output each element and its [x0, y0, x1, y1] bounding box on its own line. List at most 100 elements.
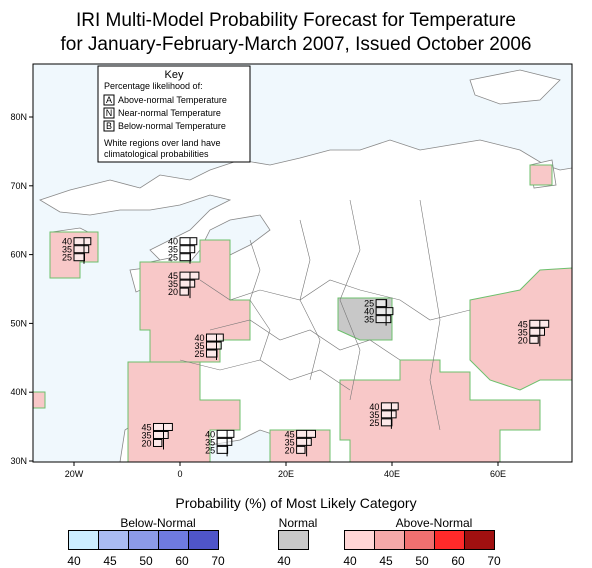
prob-value-near: 35 — [141, 430, 151, 440]
prob-bar-below — [179, 287, 189, 296]
prob-bar-above — [216, 429, 235, 438]
prob-bar-above — [206, 333, 224, 342]
prob-value-near: 35 — [168, 245, 178, 255]
above-normal-swatch — [375, 531, 405, 549]
key-letter-near: N — [106, 108, 113, 118]
lat-label: 40N — [10, 387, 27, 397]
legend-below-swatches — [68, 530, 219, 550]
prob-value-near: 35 — [205, 437, 215, 447]
prob-value-above: 25 — [364, 299, 374, 309]
prob-value-below: 20 — [518, 335, 528, 345]
legend-normal-swatches — [278, 530, 309, 550]
key-label-near: Near-normal Temperature — [118, 108, 221, 118]
key-label-above: Above-normal Temperature — [118, 95, 227, 105]
map-title-line2: for January-February-March 2007, Issued … — [60, 34, 532, 55]
prob-bar-near — [529, 327, 545, 336]
prob-value-above: 45 — [285, 429, 295, 439]
legend-above-swatches — [344, 530, 495, 550]
below-normal-swatch — [129, 531, 159, 549]
prob-value-below: 25 — [168, 253, 178, 263]
prob-value-below: 25 — [205, 445, 215, 455]
prob-bar-above — [296, 429, 317, 438]
lat-label: 50N — [10, 318, 27, 328]
prob-bar-above — [529, 319, 550, 328]
prob-value-above: 40 — [369, 402, 379, 412]
prob-value-below: 20 — [168, 287, 178, 297]
key-item-near: N Near-normal Temperature — [103, 107, 221, 119]
below-normal-swatch — [159, 531, 189, 549]
lat-label: 70N — [10, 181, 27, 191]
legend-tick-label: 60 — [175, 554, 189, 568]
key-heading: Key — [165, 69, 184, 81]
latitude-axis: 80N 70N 60N 50N 40N 30N — [10, 112, 33, 466]
lat-label: 60N — [10, 250, 27, 260]
legend-title: Probability (%) of Most Likely Category — [175, 495, 417, 511]
prob-bar-below — [73, 253, 85, 262]
prob-bar-near — [206, 341, 222, 350]
lat-label: 30N — [10, 456, 27, 466]
prob-bar-above — [375, 299, 388, 308]
prob-value-near: 40 — [364, 307, 374, 317]
lat-label: 80N — [10, 112, 27, 122]
prob-value-above: 45 — [518, 319, 528, 329]
prob-bar-below — [296, 445, 306, 454]
prob-bar-near — [216, 437, 233, 446]
prob-value-above: 45 — [141, 422, 151, 432]
prob-bar-near — [73, 245, 90, 254]
prob-bar-near — [179, 279, 196, 288]
prob-bar-below — [206, 349, 218, 358]
prob-bar-near — [380, 410, 397, 419]
prob-bar-above — [179, 237, 198, 246]
prob-bar-near — [375, 307, 394, 316]
prob-value-near: 35 — [369, 410, 379, 420]
prob-value-below: 25 — [369, 418, 379, 428]
legend-tick-label: 70 — [487, 554, 501, 568]
key-item-below: B Below-normal Temperature — [103, 120, 226, 132]
legend-tick-label: 50 — [139, 554, 153, 568]
legend-tick-label: 70 — [211, 554, 225, 568]
prob-value-above: 40 — [168, 237, 178, 247]
above-normal-swatch — [405, 531, 435, 549]
prob-value-above: 40 — [62, 237, 72, 247]
legend-tick-label: 45 — [379, 554, 393, 568]
below-normal-swatch — [69, 531, 99, 549]
lon-label: 0 — [177, 469, 182, 479]
prob-value-below: 25 — [194, 349, 204, 359]
legend-tick-label: 40 — [277, 554, 291, 568]
prob-bar-below — [529, 335, 539, 344]
prob-value-below: 25 — [62, 253, 72, 263]
lon-label: 20E — [278, 469, 294, 479]
above-normal-swatch — [435, 531, 465, 549]
prob-bar-near — [179, 245, 196, 254]
lon-label: 20W — [65, 469, 84, 479]
prob-bar-below — [179, 253, 191, 262]
prob-value-below: 35 — [364, 315, 374, 325]
below-normal-swatch — [189, 531, 218, 549]
prob-value-above: 45 — [168, 271, 178, 281]
prob-bar-below — [380, 418, 393, 427]
key-note-line2: climatological probabilities — [104, 149, 209, 159]
legend-above-label: Above-Normal — [395, 516, 473, 530]
country-borders — [179, 199, 471, 431]
key-letter-below: B — [106, 121, 112, 131]
map-title-line1: IRI Multi-Model Probability Forecast for… — [76, 10, 516, 31]
above-normal-swatch — [345, 531, 375, 549]
legend-tick-label: 60 — [451, 554, 465, 568]
key-note-line1: White regions over land have — [104, 138, 221, 148]
legend-tick-label: 40 — [67, 554, 81, 568]
legend-tick-label: 40 — [343, 554, 357, 568]
key-item-above: A Above-normal Temperature — [103, 94, 227, 106]
legend-normal-label: Normal — [278, 516, 318, 530]
above-normal-swatch — [465, 531, 494, 549]
key-label-below: Below-normal Temperature — [118, 121, 226, 131]
prob-value-near: 35 — [62, 245, 72, 255]
